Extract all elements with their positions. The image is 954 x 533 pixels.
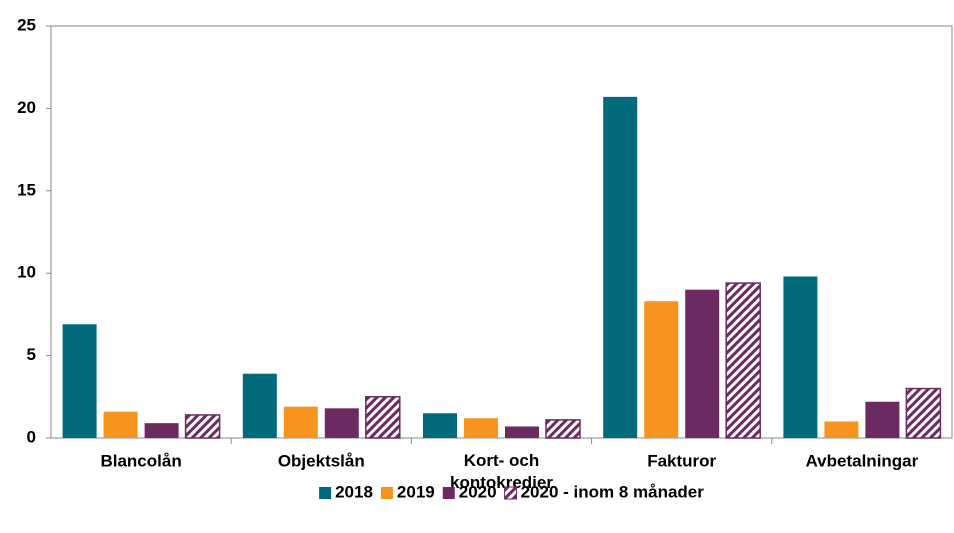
legend-label: 2018: [335, 482, 373, 501]
legend-label: 2019: [397, 482, 435, 501]
bar: [545, 419, 581, 439]
bar: [423, 413, 457, 438]
bar: [725, 282, 761, 439]
x-tick-label: Avbetalningar: [806, 451, 919, 470]
bar: [242, 373, 277, 438]
x-tick-label: Blancolån: [100, 451, 181, 470]
y-tick-label: 15: [17, 180, 36, 199]
legend-label: 2020 - inom 8 månader: [521, 482, 705, 501]
bar: [505, 426, 539, 438]
bar: [365, 396, 401, 439]
bar: [905, 387, 942, 439]
bar: [184, 414, 221, 439]
legend-swatch: [442, 487, 455, 499]
legend-swatch: [380, 487, 393, 499]
legend-swatch: [319, 487, 332, 499]
bar: [103, 411, 138, 438]
bar: [644, 301, 679, 438]
bar: [324, 408, 359, 438]
bar: [824, 421, 859, 438]
legend-label: 2020: [459, 482, 497, 501]
bar: [283, 406, 318, 438]
plot-frame: [50, 25, 953, 439]
legend-swatch: [504, 486, 518, 500]
x-tick-label: Fakturor: [647, 451, 716, 470]
y-tick-label: 10: [17, 263, 36, 282]
bar: [603, 96, 638, 438]
bar: [685, 289, 720, 438]
bar: [865, 401, 900, 438]
y-tick-label: 20: [17, 98, 36, 117]
y-tick-label: 5: [27, 345, 36, 364]
y-tick-label: 0: [27, 427, 36, 446]
x-tick-label: Kort- och kontokredier: [450, 451, 553, 492]
bar: [464, 418, 498, 438]
bar: [783, 276, 818, 438]
bar: [62, 324, 97, 438]
y-tick-label: 25: [17, 15, 36, 34]
bar: [144, 423, 179, 438]
x-tick-label: Objektslån: [278, 451, 365, 470]
